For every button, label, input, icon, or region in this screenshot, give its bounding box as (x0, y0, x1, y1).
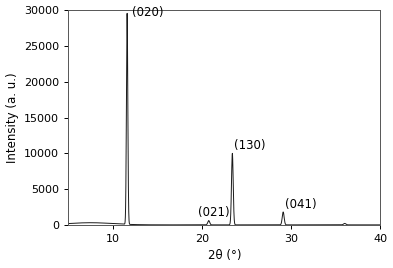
Text: (130): (130) (234, 139, 266, 152)
Y-axis label: Intensity (a. u.): Intensity (a. u.) (6, 72, 18, 163)
Text: (020): (020) (132, 6, 163, 19)
Text: (041): (041) (285, 198, 317, 211)
X-axis label: 2θ (°): 2θ (°) (208, 250, 241, 262)
Text: (021): (021) (198, 206, 229, 219)
